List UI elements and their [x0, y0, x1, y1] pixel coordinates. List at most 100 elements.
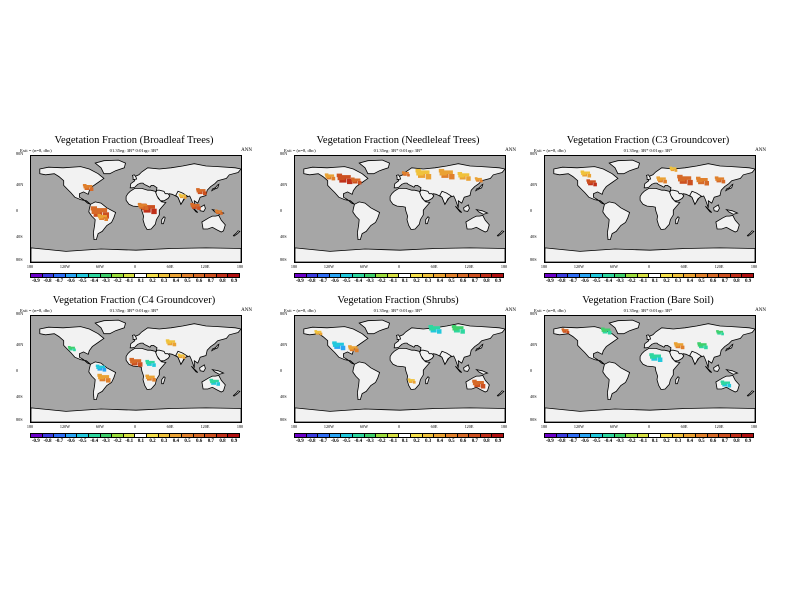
lon-tick-label: 60W [609, 424, 619, 429]
colorbar-tick-label: -0.9 [31, 279, 40, 284]
colorbar-tick-label: -0.9 [295, 279, 304, 284]
colorbar-tick-label: -0.7 [569, 279, 578, 284]
colorbar-swatch [422, 274, 435, 277]
landmass [725, 368, 739, 375]
landmass [232, 390, 241, 397]
colorbar-tick-label: -0.9 [295, 439, 304, 444]
value-cell [407, 173, 410, 177]
lat-tick-label: 0 [530, 208, 533, 213]
units-label: Exit = (n=8, dbc) [20, 308, 52, 313]
landmass [161, 376, 166, 385]
colorbar-tick-label: 0.8 [483, 439, 490, 444]
colorbar-swatches [544, 433, 754, 438]
lon-tick-label: 180 [236, 264, 244, 269]
value-cell [217, 210, 222, 213]
value-cell [314, 330, 318, 332]
colorbar-swatch [603, 274, 615, 277]
value-cell [677, 343, 684, 346]
colorbar-swatch [626, 434, 638, 437]
colorbar-swatch [649, 274, 662, 277]
colorbar-tick-label: -0.7 [55, 279, 64, 284]
value-cell [432, 326, 441, 330]
landmass [475, 343, 484, 352]
value-cell [347, 178, 353, 185]
value-patch [190, 202, 201, 210]
colorbar-tick-label: -0.5 [342, 439, 351, 444]
colorbar-swatch [492, 434, 503, 437]
map-area [30, 315, 242, 423]
lon-tick-label: 0 [647, 424, 651, 429]
value-patch [97, 214, 108, 221]
lat-tick-label: 80S [530, 417, 537, 422]
colorbar-tick-label: 0.9 [745, 439, 752, 444]
colorbar-tick-label: 0.7 [207, 439, 214, 444]
value-cell [674, 344, 680, 347]
value-cell [106, 378, 111, 383]
value-patch [561, 328, 570, 334]
colorbar-tick-label: -0.1 [639, 279, 648, 284]
value-cell [216, 382, 220, 386]
colorbar-tick-label: 0.9 [231, 279, 238, 284]
landmass [643, 163, 755, 208]
landmass [419, 349, 435, 362]
value-cell [589, 180, 596, 183]
landmass [455, 365, 463, 373]
value-cell [561, 329, 566, 332]
colorbar-tick-label: -0.6 [66, 279, 75, 284]
value-cell [716, 331, 721, 334]
resolution-label: 01.35eg: 3B* 0:01rgc 3B* [623, 148, 673, 153]
colorbar-tick-label: 0.7 [471, 279, 478, 284]
landmass [31, 407, 241, 422]
lon-tick-label: 180 [290, 264, 298, 269]
landmass [639, 188, 681, 231]
colorbar-tick-label: 0.2 [413, 279, 420, 284]
colorbar-swatch [135, 274, 148, 277]
season-label: ANN [505, 148, 516, 153]
value-patch [451, 325, 465, 334]
colorbar-swatch [42, 274, 55, 277]
landmass [303, 166, 369, 205]
landmass [395, 334, 402, 341]
value-cell [178, 193, 182, 196]
value-cell [402, 172, 406, 175]
colorbar-tick-label: -0.6 [330, 279, 339, 284]
colorbar-tick-label: 0.2 [663, 279, 670, 284]
colorbar-tick-label: -0.2 [377, 279, 386, 284]
value-cell [182, 356, 186, 359]
map-panel-broadleaf-trees: Vegetation Fraction (Broadleaf Trees) Exi… [14, 135, 254, 300]
colorbar-tick-label: 0.6 [710, 279, 717, 284]
colorbar-swatch [649, 434, 662, 437]
value-cell [669, 166, 673, 169]
resolution-label: 01.35eg: 3B* 0:01rgc 3B* [623, 308, 673, 313]
colorbar-swatch [457, 274, 470, 277]
landmass [545, 247, 755, 262]
colorbar-tick-label: 0.1 [651, 439, 658, 444]
value-cell [98, 376, 105, 380]
lat-tick-label: 0 [530, 368, 533, 373]
landmass [295, 247, 505, 262]
colorbar-swatch [556, 274, 569, 277]
value-cell [460, 329, 465, 334]
lon-tick-label: 120E [714, 264, 724, 269]
colorbar-tick-label: -0.4 [604, 279, 613, 284]
landmass [465, 215, 490, 233]
value-patch [145, 359, 156, 367]
colorbar-swatch [216, 434, 229, 437]
value-cell [657, 357, 663, 362]
landmass [725, 183, 734, 192]
landmass [675, 216, 680, 225]
value-cell [673, 342, 678, 345]
colorbar-swatch [31, 434, 43, 437]
colorbar-swatch [100, 274, 113, 277]
colorbar-tick-label: 0.6 [460, 439, 467, 444]
value-cell [190, 204, 196, 208]
colorbar-labels: -0.9 -0.8 -0.7 -0.6 -0.5 -0.4 -0.3 -0.2 -0.1 0.1 0… [544, 279, 754, 287]
lat-tick-label: 80S [16, 257, 23, 262]
colorbar-swatch [457, 434, 470, 437]
value-cell [199, 189, 206, 192]
colorbar-tick-label: -0.7 [319, 279, 328, 284]
season-label: ANN [241, 148, 252, 153]
landmass [475, 208, 489, 215]
colorbar-swatch [422, 434, 435, 437]
value-cell [451, 325, 457, 328]
